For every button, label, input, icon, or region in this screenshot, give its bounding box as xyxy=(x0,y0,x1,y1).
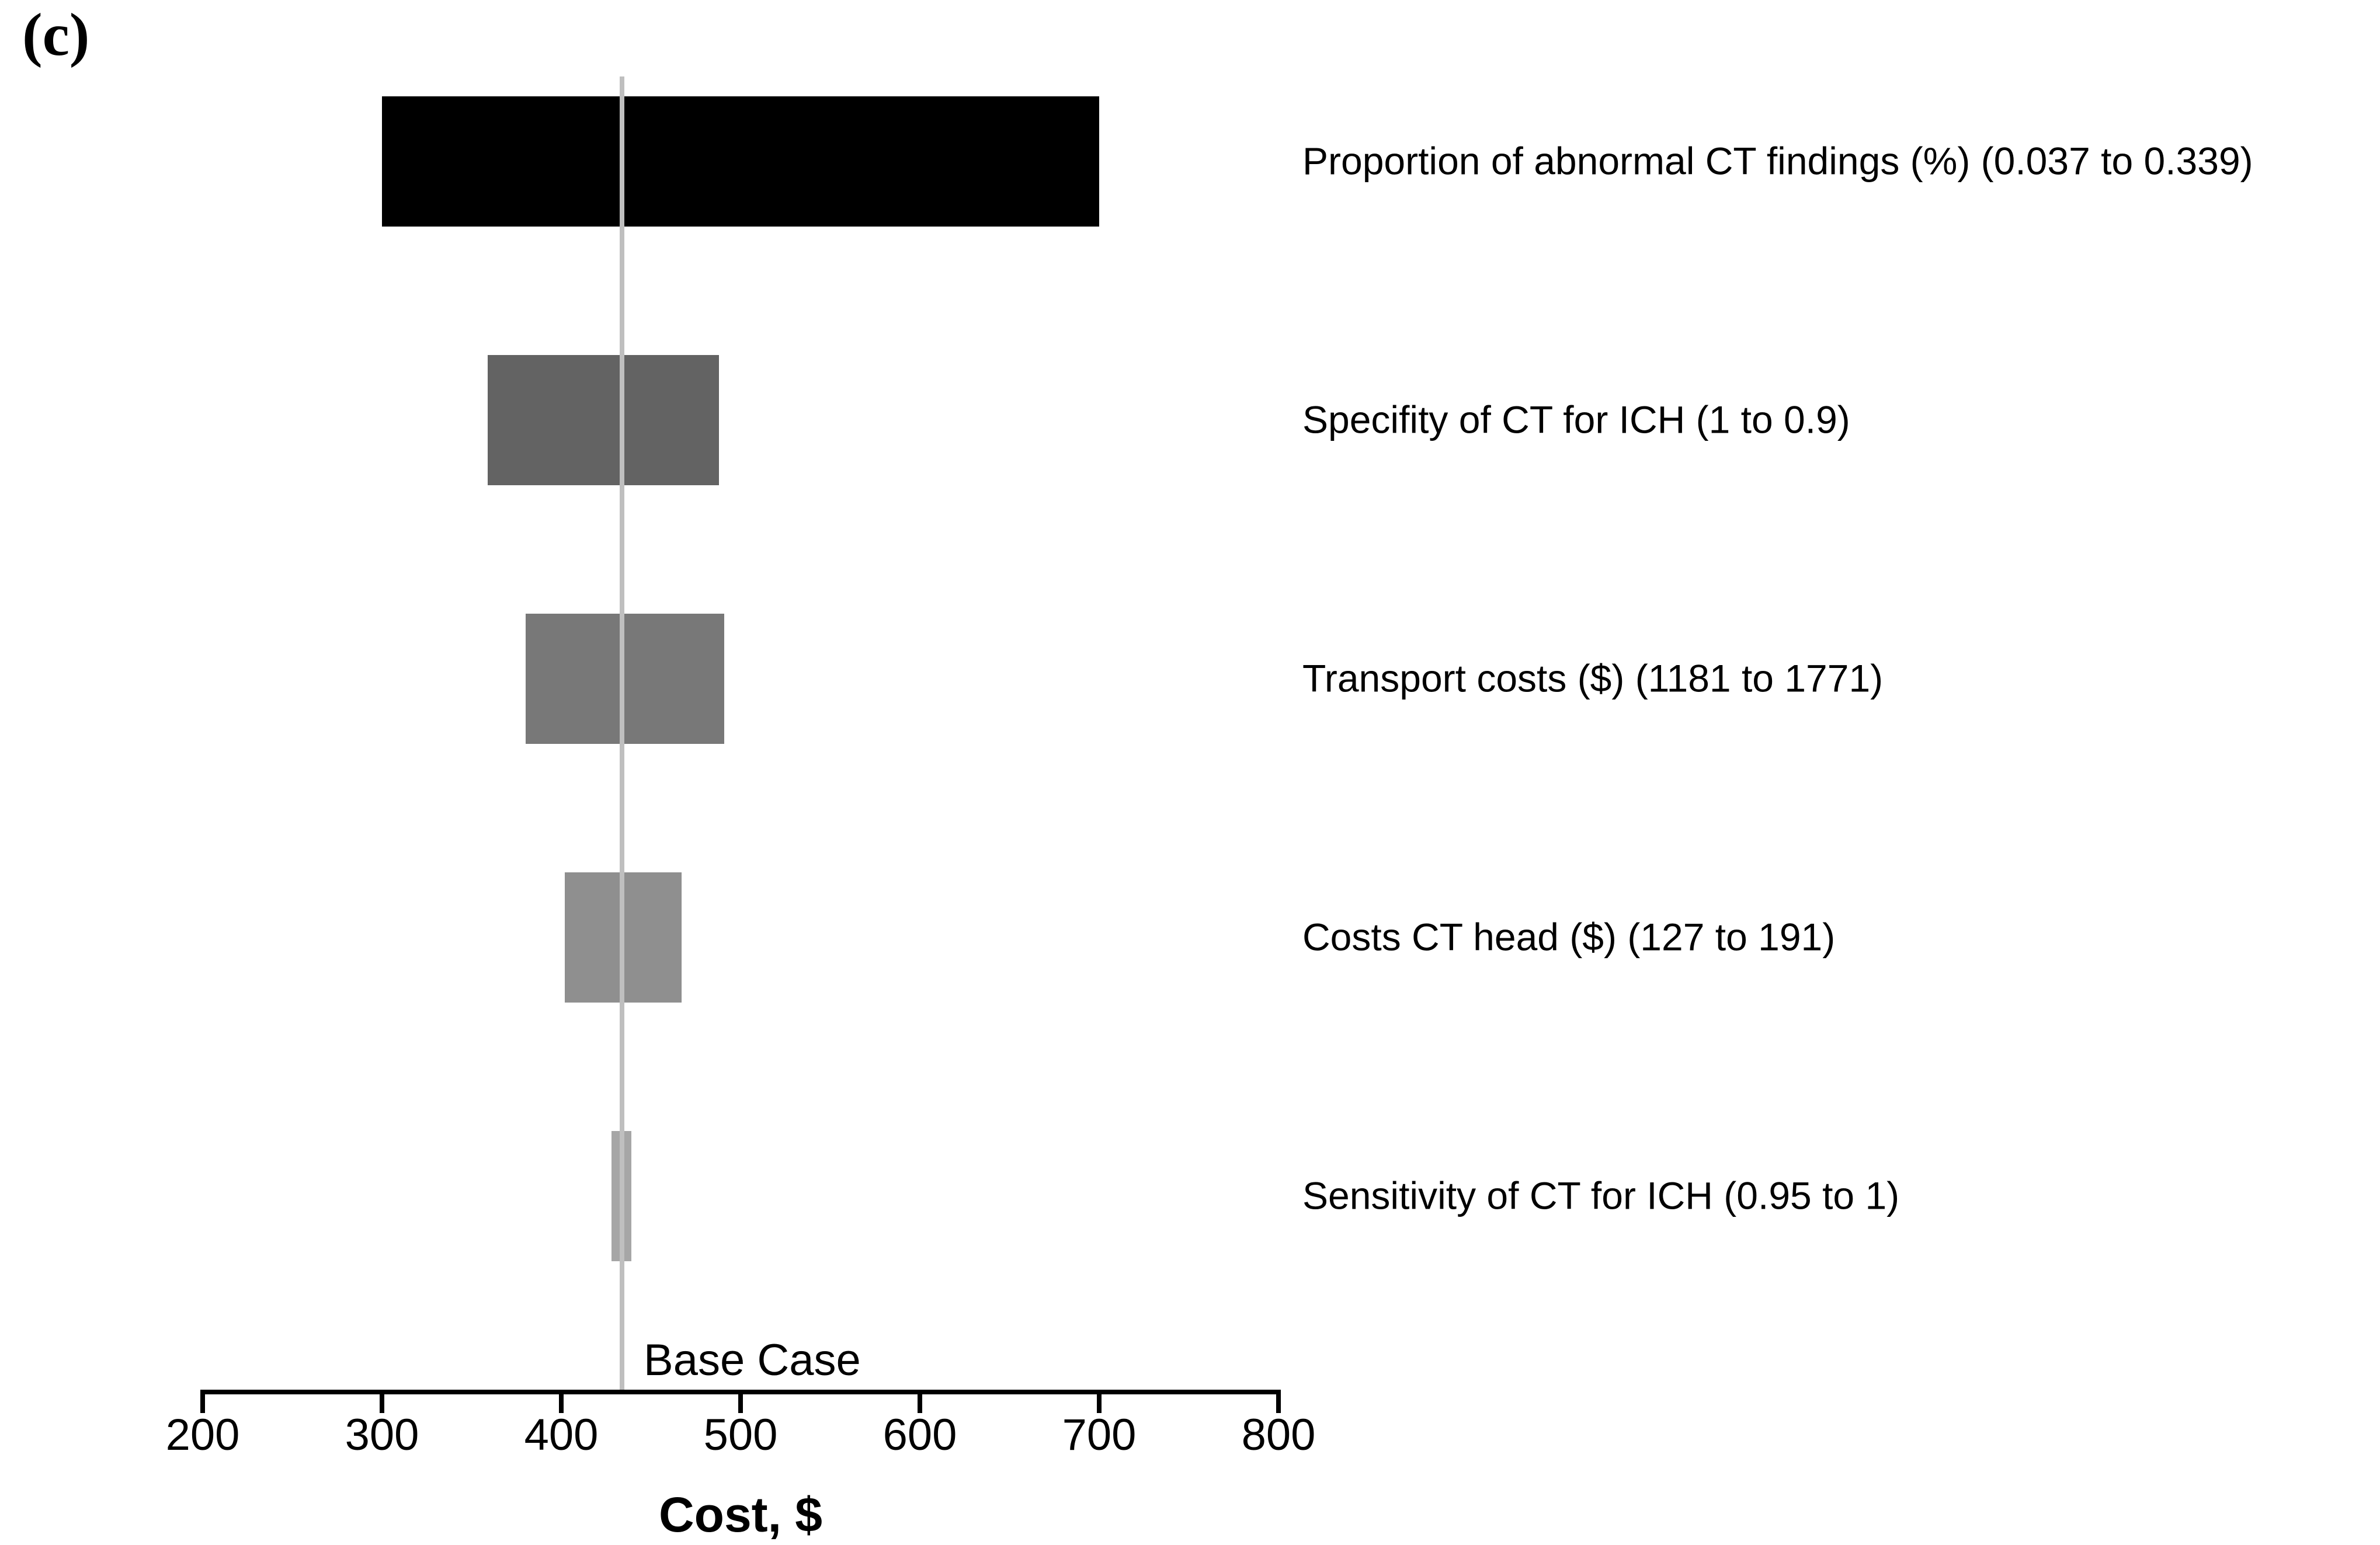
base-case-label: Base Case xyxy=(644,1335,861,1385)
x-axis-tick-label: 800 xyxy=(1241,1410,1316,1460)
x-axis-tick xyxy=(918,1394,922,1413)
x-axis-tick xyxy=(559,1394,564,1413)
panel-label: (c) xyxy=(22,1,90,68)
tornado-bar xyxy=(525,613,725,744)
x-axis-title: Cost, $ xyxy=(658,1487,823,1542)
x-axis-tick xyxy=(1097,1394,1102,1413)
bar-range-label: Sensitivity of CT for ICH (0.95 to 1) xyxy=(1302,1174,1900,1217)
x-axis-tick-label: 200 xyxy=(165,1410,240,1460)
x-axis-tick-label: 600 xyxy=(882,1410,957,1460)
x-axis-tick xyxy=(380,1394,384,1413)
bar-range-label: Costs CT head ($) (127 to 191) xyxy=(1302,915,1836,959)
x-axis-line xyxy=(200,1390,1281,1394)
tornado-bar xyxy=(488,354,720,485)
bar-range-label: Proportion of abnormal CT findings (%) (… xyxy=(1302,139,2253,183)
x-axis-tick xyxy=(738,1394,743,1413)
base-case-line xyxy=(620,76,625,1390)
x-axis-tick-label: 500 xyxy=(703,1410,778,1460)
bar-range-label: Transport costs ($) (1181 to 1771) xyxy=(1302,656,1884,700)
x-axis-tick-label: 300 xyxy=(345,1410,419,1460)
x-axis-tick xyxy=(200,1394,205,1413)
x-axis-tick xyxy=(1276,1394,1281,1413)
tornado-bar xyxy=(382,96,1099,227)
x-axis-tick-label: 400 xyxy=(524,1410,599,1460)
x-axis-tick-label: 700 xyxy=(1062,1410,1137,1460)
bar-range-label: Specifity of CT for ICH (1 to 0.9) xyxy=(1302,398,1850,441)
